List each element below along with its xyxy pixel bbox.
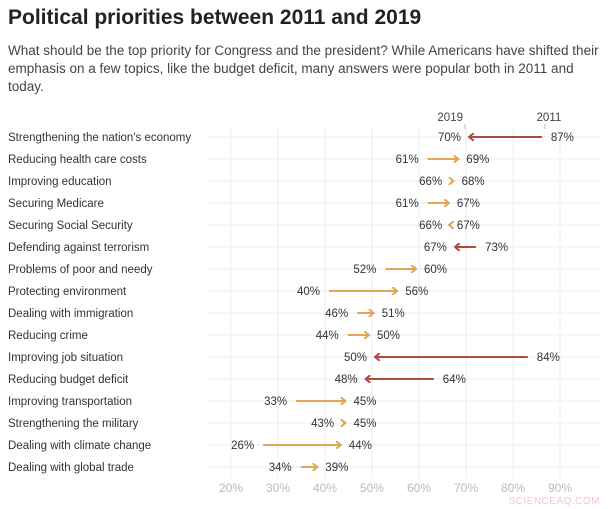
value-label: 39% [325, 462, 348, 474]
x-tick-label: 30% [266, 481, 290, 495]
value-label: 56% [405, 286, 428, 298]
value-label: 50% [344, 352, 367, 364]
value-label: 45% [354, 418, 377, 430]
category-label: Reducing health care costs [8, 154, 147, 166]
x-tick-label: 90% [548, 481, 572, 495]
value-label: 84% [537, 352, 560, 364]
value-label: 60% [424, 264, 447, 276]
value-label: 64% [443, 374, 466, 386]
category-label: Improving transportation [8, 396, 132, 408]
chart-subtitle: What should be the top priority for Cong… [8, 43, 599, 94]
value-label: 61% [396, 198, 419, 210]
category-label: Dealing with immigration [8, 308, 133, 320]
value-label: 44% [349, 440, 372, 452]
chart-title: Political priorities between 2011 and 20… [8, 6, 422, 29]
value-label: 46% [325, 308, 348, 320]
value-label: 51% [382, 308, 405, 320]
x-tick-label: 60% [407, 481, 431, 495]
x-tick-label: 40% [313, 481, 337, 495]
category-label: Strengthening the nation's economy [8, 132, 191, 144]
value-label: 70% [438, 132, 461, 144]
value-label: 43% [311, 418, 334, 430]
category-label: Securing Social Security [8, 220, 133, 232]
category-label: Securing Medicare [8, 198, 104, 210]
category-label: Improving job situation [8, 352, 123, 364]
value-label: 67% [424, 242, 447, 254]
value-label: 34% [269, 462, 292, 474]
value-label: 50% [377, 330, 400, 342]
category-label: Dealing with climate change [8, 440, 151, 452]
category-label: Improving education [8, 176, 112, 188]
value-label: 44% [316, 330, 339, 342]
value-label: 87% [551, 132, 574, 144]
x-tick-label: 50% [360, 481, 384, 495]
category-label: Problems of poor and needy [8, 264, 153, 276]
value-label: 33% [264, 396, 287, 408]
watermark: SCIENCEAQ.COM [508, 496, 600, 507]
value-label: 52% [353, 264, 376, 276]
x-tick-label: 80% [501, 481, 525, 495]
series-label-2011: 2011 [537, 112, 562, 124]
value-label: 67% [457, 220, 480, 232]
value-label: 45% [354, 396, 377, 408]
category-label: Reducing budget deficit [8, 374, 129, 386]
value-label: 66% [419, 220, 442, 232]
value-label: 61% [396, 154, 419, 166]
category-label: Protecting environment [8, 286, 127, 298]
series-label-2019: 2019 [437, 112, 463, 124]
value-label: 73% [485, 242, 508, 254]
value-label: 68% [462, 176, 485, 188]
value-label: 48% [335, 374, 358, 386]
x-tick-label: 20% [219, 481, 243, 495]
category-label: Strengthening the military [8, 418, 139, 430]
value-label: 69% [466, 154, 489, 166]
value-label: 26% [231, 440, 254, 452]
category-label: Reducing crime [8, 330, 88, 342]
value-label: 40% [297, 286, 320, 298]
category-label: Dealing with global trade [8, 462, 134, 474]
x-tick-label: 70% [454, 481, 478, 495]
value-label: 66% [419, 176, 442, 188]
value-label: 67% [457, 198, 480, 210]
category-label: Defending against terrorism [8, 242, 149, 254]
